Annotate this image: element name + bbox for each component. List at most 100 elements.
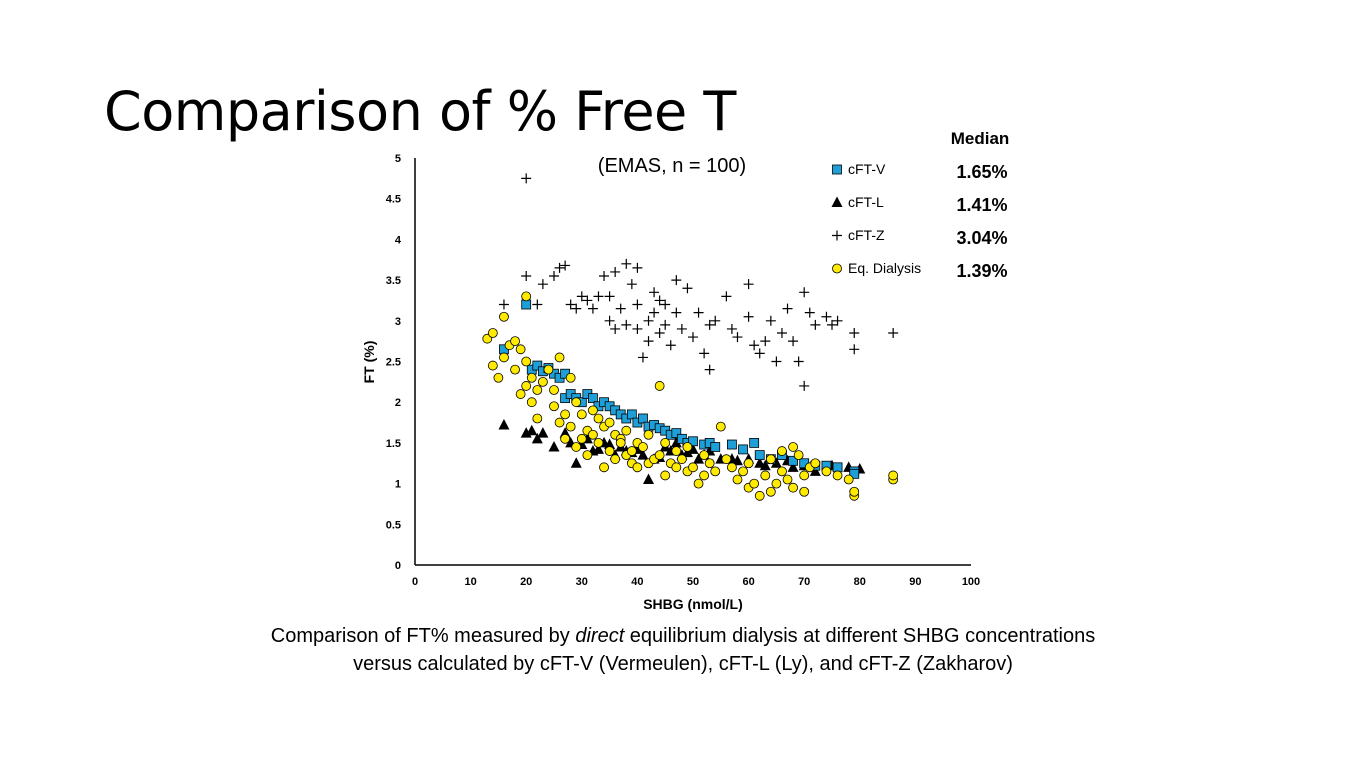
data-point-cft-l: [643, 473, 655, 485]
data-point-cft-z: [765, 315, 776, 326]
caption-line1-post: equilibrium dialysis at different SHBG c…: [624, 625, 1096, 647]
data-point-cft-z: [671, 307, 682, 318]
data-point-cft-l: [787, 461, 799, 472]
data-point-cft-z: [565, 299, 576, 310]
x-tick-label: 10: [464, 576, 476, 588]
chart-axes: 0 10 20 30 40 50 60 70 80 90 100 0 0.5 1 1.5 2 2.5 3 3.5 4 4…: [386, 153, 980, 588]
data-point-eq-dialysis: [715, 421, 726, 432]
data-point-eq-dialysis: [621, 425, 632, 436]
data-point-eq-dialysis: [749, 478, 760, 489]
legend-marker-cft-z: [832, 230, 842, 241]
data-point-cft-z: [604, 291, 615, 302]
data-point-cft-l: [731, 454, 743, 466]
legend-label-eq-dialysis: Eq. Dialysis: [848, 260, 921, 276]
data-point-cft-z: [776, 328, 787, 339]
data-point-cft-z: [498, 299, 509, 310]
data-point-cft-v: [710, 442, 721, 452]
data-point-cft-z: [760, 336, 771, 347]
data-point-cft-v: [532, 360, 543, 371]
y-tick-label: 0.5: [386, 519, 401, 531]
data-point-cft-z: [582, 295, 593, 306]
data-point-cft-l: [809, 465, 821, 476]
data-point-cft-z: [632, 299, 643, 310]
chart-legend: cFT-V 1.65% cFT-L 1.41% cFT-Z 3.04% Eq. Dialys…: [831, 161, 1008, 281]
x-tick-label: 100: [962, 576, 980, 588]
data-point-cft-z: [554, 262, 565, 273]
data-point-eq-dialysis: [510, 364, 520, 375]
data-point-eq-dialysis: [565, 421, 576, 432]
data-point-cft-z: [754, 348, 765, 359]
data-point-cft-z: [671, 275, 682, 286]
median-header: Median: [951, 129, 1010, 148]
data-point-cft-v: [688, 436, 698, 447]
data-point-eq-dialysis: [604, 446, 615, 456]
data-point-eq-dialysis: [499, 311, 509, 322]
slide-title: Comparison of % Free T: [104, 80, 736, 143]
x-tick-label: 50: [687, 576, 699, 588]
data-point-cft-l: [548, 440, 560, 452]
data-point-cft-z: [804, 307, 815, 318]
data-point-eq-dialysis: [515, 389, 526, 399]
data-point-cft-z: [749, 340, 760, 351]
legend-label-cft-l: cFT-L: [848, 194, 884, 210]
data-point-eq-dialysis: [743, 458, 754, 469]
data-point-eq-dialysis: [654, 450, 665, 461]
data-point-eq-dialysis: [515, 344, 526, 355]
data-point-cft-z: [799, 287, 810, 298]
data-point-cft-v: [788, 455, 798, 466]
data-point-cft-z: [654, 328, 665, 339]
data-point-cft-v: [626, 409, 637, 420]
data-point-eq-dialysis: [599, 462, 609, 473]
data-point-cft-v: [588, 393, 598, 404]
data-point-eq-dialysis: [576, 409, 587, 420]
data-point-eq-dialysis: [593, 437, 604, 448]
data-point-cft-z: [537, 279, 548, 290]
x-tick-label: 80: [854, 576, 866, 588]
data-point-eq-dialysis: [532, 413, 543, 424]
x-tick-label: 20: [520, 576, 532, 588]
data-point-eq-dialysis: [788, 482, 798, 493]
data-point-cft-z: [732, 332, 743, 343]
data-point-cft-z: [571, 303, 582, 314]
data-point-cft-z: [593, 291, 604, 302]
data-point-cft-l: [526, 424, 538, 436]
data-point-eq-dialysis: [782, 474, 793, 485]
data-point-eq-dialysis: [549, 401, 559, 412]
legend-median-eq-dialysis: 1.39%: [956, 261, 1007, 281]
data-point-cft-z: [793, 356, 804, 367]
legend-label-cft-z: cFT-Z: [848, 227, 885, 243]
data-point-cft-l: [759, 459, 771, 471]
data-point-eq-dialysis: [799, 470, 810, 481]
data-point-eq-dialysis: [493, 372, 504, 383]
data-point-cft-z: [699, 348, 710, 359]
data-point-cft-z: [849, 344, 860, 355]
data-point-cft-v: [832, 462, 843, 473]
data-point-eq-dialysis: [660, 470, 671, 481]
data-point-cft-z: [643, 315, 654, 326]
data-point-eq-dialysis: [888, 470, 899, 481]
data-point-cft-z: [654, 295, 665, 306]
data-point-eq-dialysis: [582, 450, 593, 461]
x-axis-label: SHBG (nmol/L): [643, 596, 743, 612]
data-point-eq-dialysis: [793, 450, 804, 461]
y-tick-label: 2: [395, 397, 401, 409]
x-tick-label: 0: [412, 576, 418, 588]
data-point-eq-dialysis: [682, 442, 693, 452]
data-point-cft-z: [649, 287, 660, 298]
data-point-eq-dialysis: [671, 462, 682, 473]
data-point-eq-dialysis: [654, 381, 665, 391]
data-point-cft-v: [727, 439, 737, 450]
data-point-cft-z: [637, 352, 648, 363]
caption-line-2: versus calculated by cFT-V (Vermeulen), …: [353, 653, 1013, 675]
data-point-eq-dialysis: [710, 466, 721, 477]
legend-marker-cft-l: [831, 196, 843, 207]
data-point-eq-dialysis: [738, 466, 748, 477]
data-point-eq-dialysis: [526, 372, 537, 383]
data-point-eq-dialysis: [727, 462, 737, 473]
data-point-eq-dialysis: [532, 385, 543, 395]
data-point-cft-l: [537, 427, 549, 438]
caption-line1-pre: Comparison of FT% measured by: [270, 625, 576, 647]
legend-median-cft-v: 1.65%: [956, 162, 1007, 182]
data-point-eq-dialysis: [799, 486, 810, 497]
data-point-eq-dialysis: [688, 462, 698, 473]
